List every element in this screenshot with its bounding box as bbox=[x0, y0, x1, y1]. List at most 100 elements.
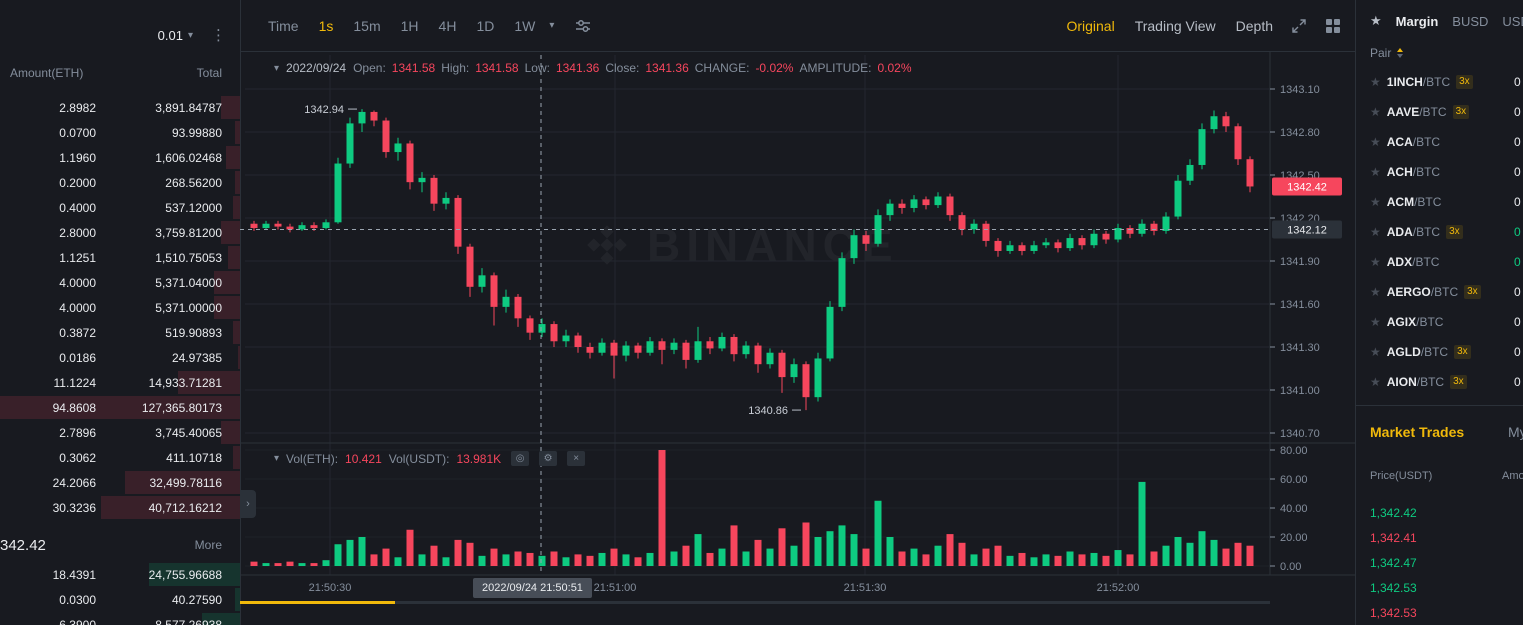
pair-base: ACA bbox=[1386, 135, 1413, 149]
orderbook-row[interactable]: 6.3900 8,577.26938 bbox=[0, 612, 240, 625]
fullscreen-icon[interactable] bbox=[1291, 18, 1307, 34]
pair-price: 0 bbox=[1514, 105, 1521, 119]
pair-row[interactable]: ★ ACM/BTC 0 bbox=[1356, 187, 1523, 217]
star-icon[interactable]: ★ bbox=[1370, 225, 1381, 239]
svg-text:1342.42: 1342.42 bbox=[1287, 181, 1327, 193]
interval-1d[interactable]: 1D bbox=[476, 17, 495, 34]
orderbook-row[interactable]: 2.8982 3,891.84787 bbox=[0, 95, 240, 120]
orderbook-total: 14,933.71281 bbox=[148, 375, 222, 390]
orderbook-row[interactable]: 4.0000 5,371.04000 bbox=[0, 270, 240, 295]
orderbook-row[interactable]: 0.3872 519.90893 bbox=[0, 320, 240, 345]
sort-toggle[interactable] bbox=[1397, 48, 1404, 58]
chart-scroll-thumb[interactable] bbox=[240, 601, 395, 604]
view-trading-view[interactable]: Trading View bbox=[1134, 17, 1216, 34]
pair-base: 1INCH bbox=[1386, 75, 1423, 89]
sort-asc-icon bbox=[1397, 48, 1404, 52]
volume-collapse-icon[interactable]: ▾ bbox=[274, 453, 280, 464]
star-icon[interactable]: ★ bbox=[1370, 345, 1381, 359]
orderbook-row[interactable]: 1.1251 1,510.75053 bbox=[0, 245, 240, 270]
indicator-settings-icon[interactable] bbox=[574, 17, 592, 35]
interval-1w[interactable]: 1W bbox=[514, 17, 536, 34]
candlestick-chart[interactable]: 1342.941340.861343.101342.801342.501342.… bbox=[240, 0, 1355, 625]
orderbook-row[interactable]: 18.4391 24,755.96688 bbox=[0, 562, 240, 587]
more-link[interactable]: More bbox=[194, 538, 222, 552]
depth-bar bbox=[228, 246, 240, 269]
chart-scroll-bar[interactable] bbox=[240, 601, 1270, 604]
pair-row[interactable]: ★ ADA/BTC 3x 0 bbox=[1356, 217, 1523, 247]
amount-column-header: Amount bbox=[1502, 470, 1523, 482]
pair-row[interactable]: ★ AERGO/BTC 3x 0 bbox=[1356, 277, 1523, 307]
orderbook-row[interactable]: 1.1960 1,606.02468 bbox=[0, 145, 240, 170]
trade-row[interactable]: 1,342.53 bbox=[1356, 575, 1523, 600]
legend-collapse-icon[interactable]: ▾ bbox=[274, 62, 280, 74]
interval-more-chevron-icon[interactable]: ▾ bbox=[549, 20, 555, 31]
tab-usdt[interactable]: USDT bbox=[1502, 13, 1523, 29]
indicator-visibility-icon[interactable]: ◎ bbox=[511, 451, 530, 466]
orderbook-row[interactable]: 24.2066 32,499.78116 bbox=[0, 470, 240, 495]
pair-row[interactable]: ★ 1INCH/BTC 3x 0 bbox=[1356, 67, 1523, 97]
interval-15m[interactable]: 15m bbox=[353, 17, 381, 34]
depth-bar bbox=[220, 96, 240, 119]
view-original[interactable]: Original bbox=[1066, 17, 1115, 34]
orderbook-row[interactable]: 2.7896 3,745.40065 bbox=[0, 420, 240, 445]
star-icon[interactable]: ★ bbox=[1370, 285, 1381, 299]
divider bbox=[1356, 405, 1523, 406]
orderbook-row[interactable]: 4.0000 5,371.00000 bbox=[0, 295, 240, 320]
orderbook-row[interactable]: 0.0186 24.97385 bbox=[0, 345, 240, 370]
pair-row[interactable]: ★ AGLD/BTC 3x 0 bbox=[1356, 337, 1523, 367]
panel-expand-handle[interactable]: › bbox=[240, 490, 256, 518]
precision-dropdown[interactable]: 0.01 ▾ bbox=[158, 28, 193, 43]
interval-1s[interactable]: 1s bbox=[318, 17, 334, 34]
orderbook-total: 411.10718 bbox=[166, 450, 222, 465]
interval-1h[interactable]: 1H bbox=[400, 17, 419, 34]
pair-row[interactable]: ★ AGIX/BTC 0 bbox=[1356, 307, 1523, 337]
orderbook-row[interactable]: 2.8000 3,759.81200 bbox=[0, 220, 240, 245]
orderbook-amount: 0.2000 bbox=[59, 175, 96, 190]
trade-row[interactable]: 1,342.42 bbox=[1356, 500, 1523, 525]
orderbook-row[interactable]: 0.4000 537.12000 bbox=[0, 195, 240, 220]
more-menu-icon[interactable]: ⋮ bbox=[211, 27, 226, 44]
star-icon[interactable]: ★ bbox=[1370, 195, 1381, 209]
indicator-gear-icon[interactable]: ⚙ bbox=[539, 451, 558, 466]
trade-row[interactable]: 1,342.53 bbox=[1356, 600, 1523, 625]
view-depth[interactable]: Depth bbox=[1235, 17, 1273, 34]
orderbook-amount: 2.8982 bbox=[59, 100, 96, 115]
trade-row[interactable]: 1,342.47 bbox=[1356, 550, 1523, 575]
pair-row[interactable]: ★ AAVE/BTC 3x 0 bbox=[1356, 97, 1523, 127]
star-icon[interactable]: ★ bbox=[1370, 255, 1381, 269]
star-icon[interactable]: ★ bbox=[1370, 165, 1381, 179]
orderbook-amount: 0.0300 bbox=[59, 592, 96, 607]
star-icon[interactable]: ★ bbox=[1370, 315, 1381, 329]
tab-margin[interactable]: Margin bbox=[1395, 13, 1439, 29]
pair-row[interactable]: ★ AION/BTC 3x 0 bbox=[1356, 367, 1523, 397]
ohlc-value: -0.02% bbox=[755, 61, 794, 75]
trade-row[interactable]: 1,342.41 bbox=[1356, 525, 1523, 550]
star-icon[interactable]: ★ bbox=[1370, 135, 1381, 149]
my-trades-tab[interactable]: My Trades bbox=[1508, 424, 1523, 440]
star-icon[interactable]: ★ bbox=[1370, 75, 1381, 89]
svg-text:1342.94: 1342.94 bbox=[304, 104, 344, 116]
star-icon[interactable]: ★ bbox=[1370, 375, 1381, 389]
favorites-star-icon[interactable]: ★ bbox=[1370, 13, 1382, 28]
orderbook-row[interactable]: 0.0300 40.27590 bbox=[0, 587, 240, 612]
orderbook-amount: 1.1960 bbox=[59, 150, 96, 165]
orderbook-row[interactable]: 30.3236 40,712.16212 bbox=[0, 495, 240, 520]
orderbook-row[interactable]: 94.8608 127,365.80173 bbox=[0, 395, 240, 420]
interval-4h[interactable]: 4H bbox=[438, 17, 457, 34]
ohlc-label: CHANGE: bbox=[694, 61, 750, 75]
pair-quote: /BTC bbox=[1419, 105, 1447, 119]
orderbook-row[interactable]: 0.3062 411.10718 bbox=[0, 445, 240, 470]
interval-time[interactable]: Time bbox=[268, 17, 299, 34]
orderbook-row[interactable]: 0.2000 268.56200 bbox=[0, 170, 240, 195]
layout-grid-icon[interactable] bbox=[1325, 18, 1341, 34]
pair-row[interactable]: ★ ACH/BTC 0 bbox=[1356, 157, 1523, 187]
market-trades-tab[interactable]: Market Trades bbox=[1370, 424, 1465, 440]
orderbook-row[interactable]: 11.1224 14,933.71281 bbox=[0, 370, 240, 395]
orderbook-total: 32,499.78116 bbox=[149, 475, 222, 490]
pair-row[interactable]: ★ ADX/BTC 0 bbox=[1356, 247, 1523, 277]
tab-busd[interactable]: BUSD bbox=[1452, 13, 1489, 29]
indicator-close-icon[interactable]: × bbox=[567, 451, 586, 466]
star-icon[interactable]: ★ bbox=[1370, 105, 1381, 119]
pair-row[interactable]: ★ ACA/BTC 0 bbox=[1356, 127, 1523, 157]
orderbook-row[interactable]: 0.0700 93.99880 bbox=[0, 120, 240, 145]
